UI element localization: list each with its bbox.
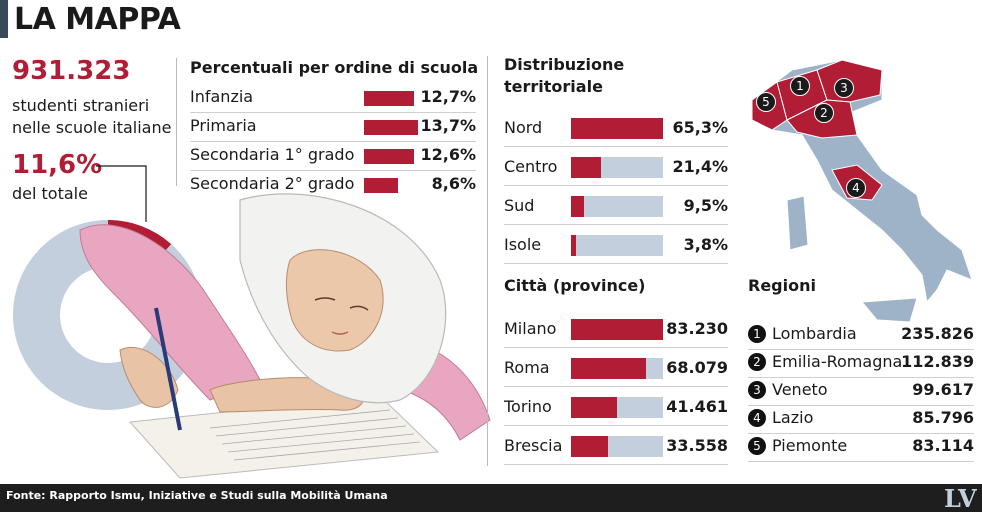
bar: [571, 436, 608, 457]
bar: [571, 118, 663, 139]
bar: [364, 120, 418, 135]
bar: [571, 235, 576, 256]
school-row: Infanzia 12,7%: [190, 84, 476, 113]
territory-row: Nord 65,3%: [504, 108, 728, 147]
region-name: Emilia-Romagna: [772, 352, 903, 371]
bar-value: 41.461: [666, 397, 728, 416]
bar-value: 68.079: [666, 358, 728, 377]
total-desc-1: studenti stranieri: [12, 96, 150, 115]
region-number-badge: 4: [748, 409, 766, 427]
bar-label: Nord: [504, 118, 543, 137]
region-row: 4 Lazio 85.796: [748, 406, 974, 434]
brand-logo: LV: [944, 484, 977, 513]
bar: [571, 358, 646, 379]
region-value: 235.826: [901, 324, 974, 343]
region-row: 2 Emilia-Romagna 112.839: [748, 350, 974, 378]
territory-chart: Nord 65,3% Centro 21,4% Sud 9,5% Isole 3,8%: [504, 108, 728, 264]
region-number-badge: 5: [748, 437, 766, 455]
region-number-badge: 3: [748, 381, 766, 399]
school-row: Secondaria 2° grado 8,6%: [190, 171, 476, 200]
bar-value: 83.230: [666, 319, 728, 338]
bar-label: Primaria: [190, 116, 257, 135]
share-percent: 11,6%: [12, 150, 103, 180]
bar-label: Centro: [504, 157, 558, 176]
bar-label: Infanzia: [190, 87, 254, 106]
bar: [364, 178, 398, 193]
bar-label: Sud: [504, 196, 535, 215]
regions-table: 1 Lombardia 235.826 2 Emilia-Romagna 112.839 3…: [748, 322, 974, 462]
territory-row: Sud 9,5%: [504, 186, 728, 225]
bar-track: [571, 196, 663, 217]
bar: [571, 196, 584, 217]
divider-mid: [487, 56, 488, 466]
cities-chart: Milano 83.230 Roma 68.079 Torino 41.461 Bresci…: [504, 309, 728, 465]
bar: [364, 91, 414, 106]
territory-row: Isole 3,8%: [504, 225, 728, 264]
bar-label: Secondaria 2° grado: [190, 174, 355, 193]
page-title: LA MAPPA: [14, 2, 181, 37]
region-row: 5 Piemonte 83.114: [748, 434, 974, 462]
bar-label: Milano: [504, 319, 557, 338]
map-badge-3: 3: [834, 78, 854, 98]
regions-section-title: Regioni: [748, 276, 816, 295]
school-row: Secondaria 1° grado 12,6%: [190, 142, 476, 171]
region-name: Veneto: [772, 380, 828, 399]
region-name: Piemonte: [772, 436, 848, 455]
bar-value: 65,3%: [672, 118, 728, 137]
total-students: 931.323: [12, 56, 131, 86]
bar-value: 12,6%: [420, 145, 476, 164]
map-badge-4: 4: [846, 178, 866, 198]
bar-label: Torino: [504, 397, 552, 416]
city-row: Milano 83.230: [504, 309, 728, 348]
leader-line: [96, 165, 147, 222]
region-name: Lazio: [772, 408, 814, 427]
bar: [571, 319, 663, 340]
region-value: 85.796: [912, 408, 974, 427]
bar-value: 13,7%: [420, 116, 476, 135]
region-row: 3 Veneto 99.617: [748, 378, 974, 406]
bar-value: 12,7%: [420, 87, 476, 106]
region-number-badge: 2: [748, 353, 766, 371]
school-chart: Infanzia 12,7% Primaria 13,7% Secondaria 1° …: [190, 84, 476, 200]
total-desc-2: nelle scuole italiane: [12, 118, 172, 137]
bar-value: 3,8%: [683, 235, 728, 254]
bar-label: Brescia: [504, 436, 563, 455]
header-accent-bar: [0, 0, 8, 38]
city-row: Roma 68.079: [504, 348, 728, 387]
territory-row: Centro 21,4%: [504, 147, 728, 186]
city-row: Brescia 33.558: [504, 426, 728, 465]
bar-track: [571, 235, 663, 256]
city-row: Torino 41.461: [504, 387, 728, 426]
footer-source: Fonte: Rapporto Ismu, Iniziative e Studi…: [6, 489, 388, 502]
map-badge-5: 5: [756, 92, 776, 112]
bar-label: Secondaria 1° grado: [190, 145, 355, 164]
region-number-badge: 1: [748, 325, 766, 343]
bar: [364, 149, 414, 164]
region-value: 99.617: [912, 380, 974, 399]
bar: [571, 157, 601, 178]
territory-section-title: Distribuzione territoriale: [504, 55, 625, 96]
bar-value: 21,4%: [672, 157, 728, 176]
region-row: 1 Lombardia 235.826: [748, 322, 974, 350]
bar-label: Isole: [504, 235, 542, 254]
bar-value: 33.558: [666, 436, 728, 455]
region-value: 83.114: [912, 436, 974, 455]
region-value: 112.839: [901, 352, 974, 371]
cities-section-title: Città (province): [504, 276, 646, 295]
school-row: Primaria 13,7%: [190, 113, 476, 142]
bar: [571, 397, 617, 418]
region-name: Lombardia: [772, 324, 857, 343]
map-badge-1: 1: [790, 76, 810, 96]
footer-bar: [0, 484, 982, 512]
share-desc: del totale: [12, 184, 88, 203]
student-illustration: [79, 193, 491, 479]
divider-left: [176, 58, 177, 186]
bar-label: Roma: [504, 358, 550, 377]
bar-value: 8,6%: [431, 174, 476, 193]
map-badge-2: 2: [814, 103, 834, 123]
school-section-title: Percentuali per ordine di scuola: [190, 58, 479, 77]
bar-value: 9,5%: [683, 196, 728, 215]
